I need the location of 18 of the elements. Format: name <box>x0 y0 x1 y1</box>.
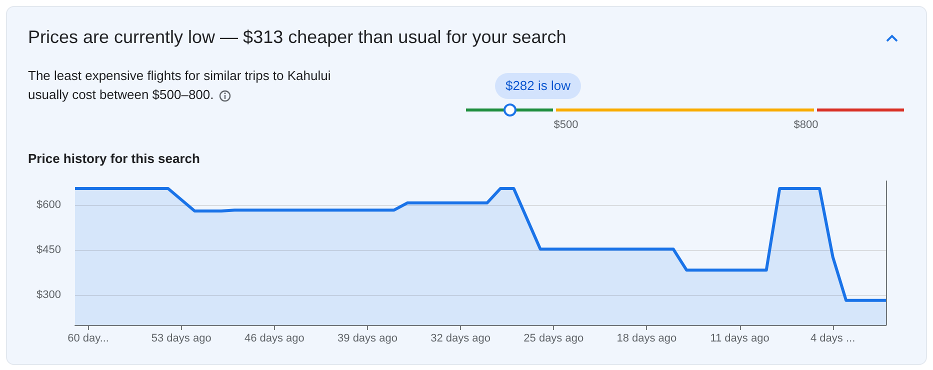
text: $282 is low <box>495 73 581 99</box>
chart-subtitle: Price history for this search <box>28 151 200 166</box>
x-tick-label: 53 days ago <box>151 332 212 344</box>
text: $500 <box>554 119 578 131</box>
x-tick-label: 25 days ago <box>524 332 584 344</box>
y-tick-label: $300 <box>36 289 61 301</box>
x-tick-label: 11 days ago <box>710 332 770 344</box>
x-tick-label: 4 days ... <box>810 332 856 344</box>
x-tick-label: 60 day... <box>68 332 109 344</box>
x-tick-label: 18 days ago <box>616 332 677 344</box>
y-tick-label: $450 <box>36 244 61 256</box>
chart-title: Prices are currently low — $313 cheaper than usual for your search <box>28 27 566 48</box>
text: The least expensive flights for similar trips to Kahului usually cost between $500–800. <box>28 67 332 104</box>
x-tick-label: 32 days ago <box>430 332 491 344</box>
y-tick-label: $600 <box>36 199 61 211</box>
x-tick-label: 46 days ago <box>244 332 304 344</box>
x-tick-label: 39 days ago <box>338 332 398 344</box>
text: $800 <box>794 119 818 131</box>
